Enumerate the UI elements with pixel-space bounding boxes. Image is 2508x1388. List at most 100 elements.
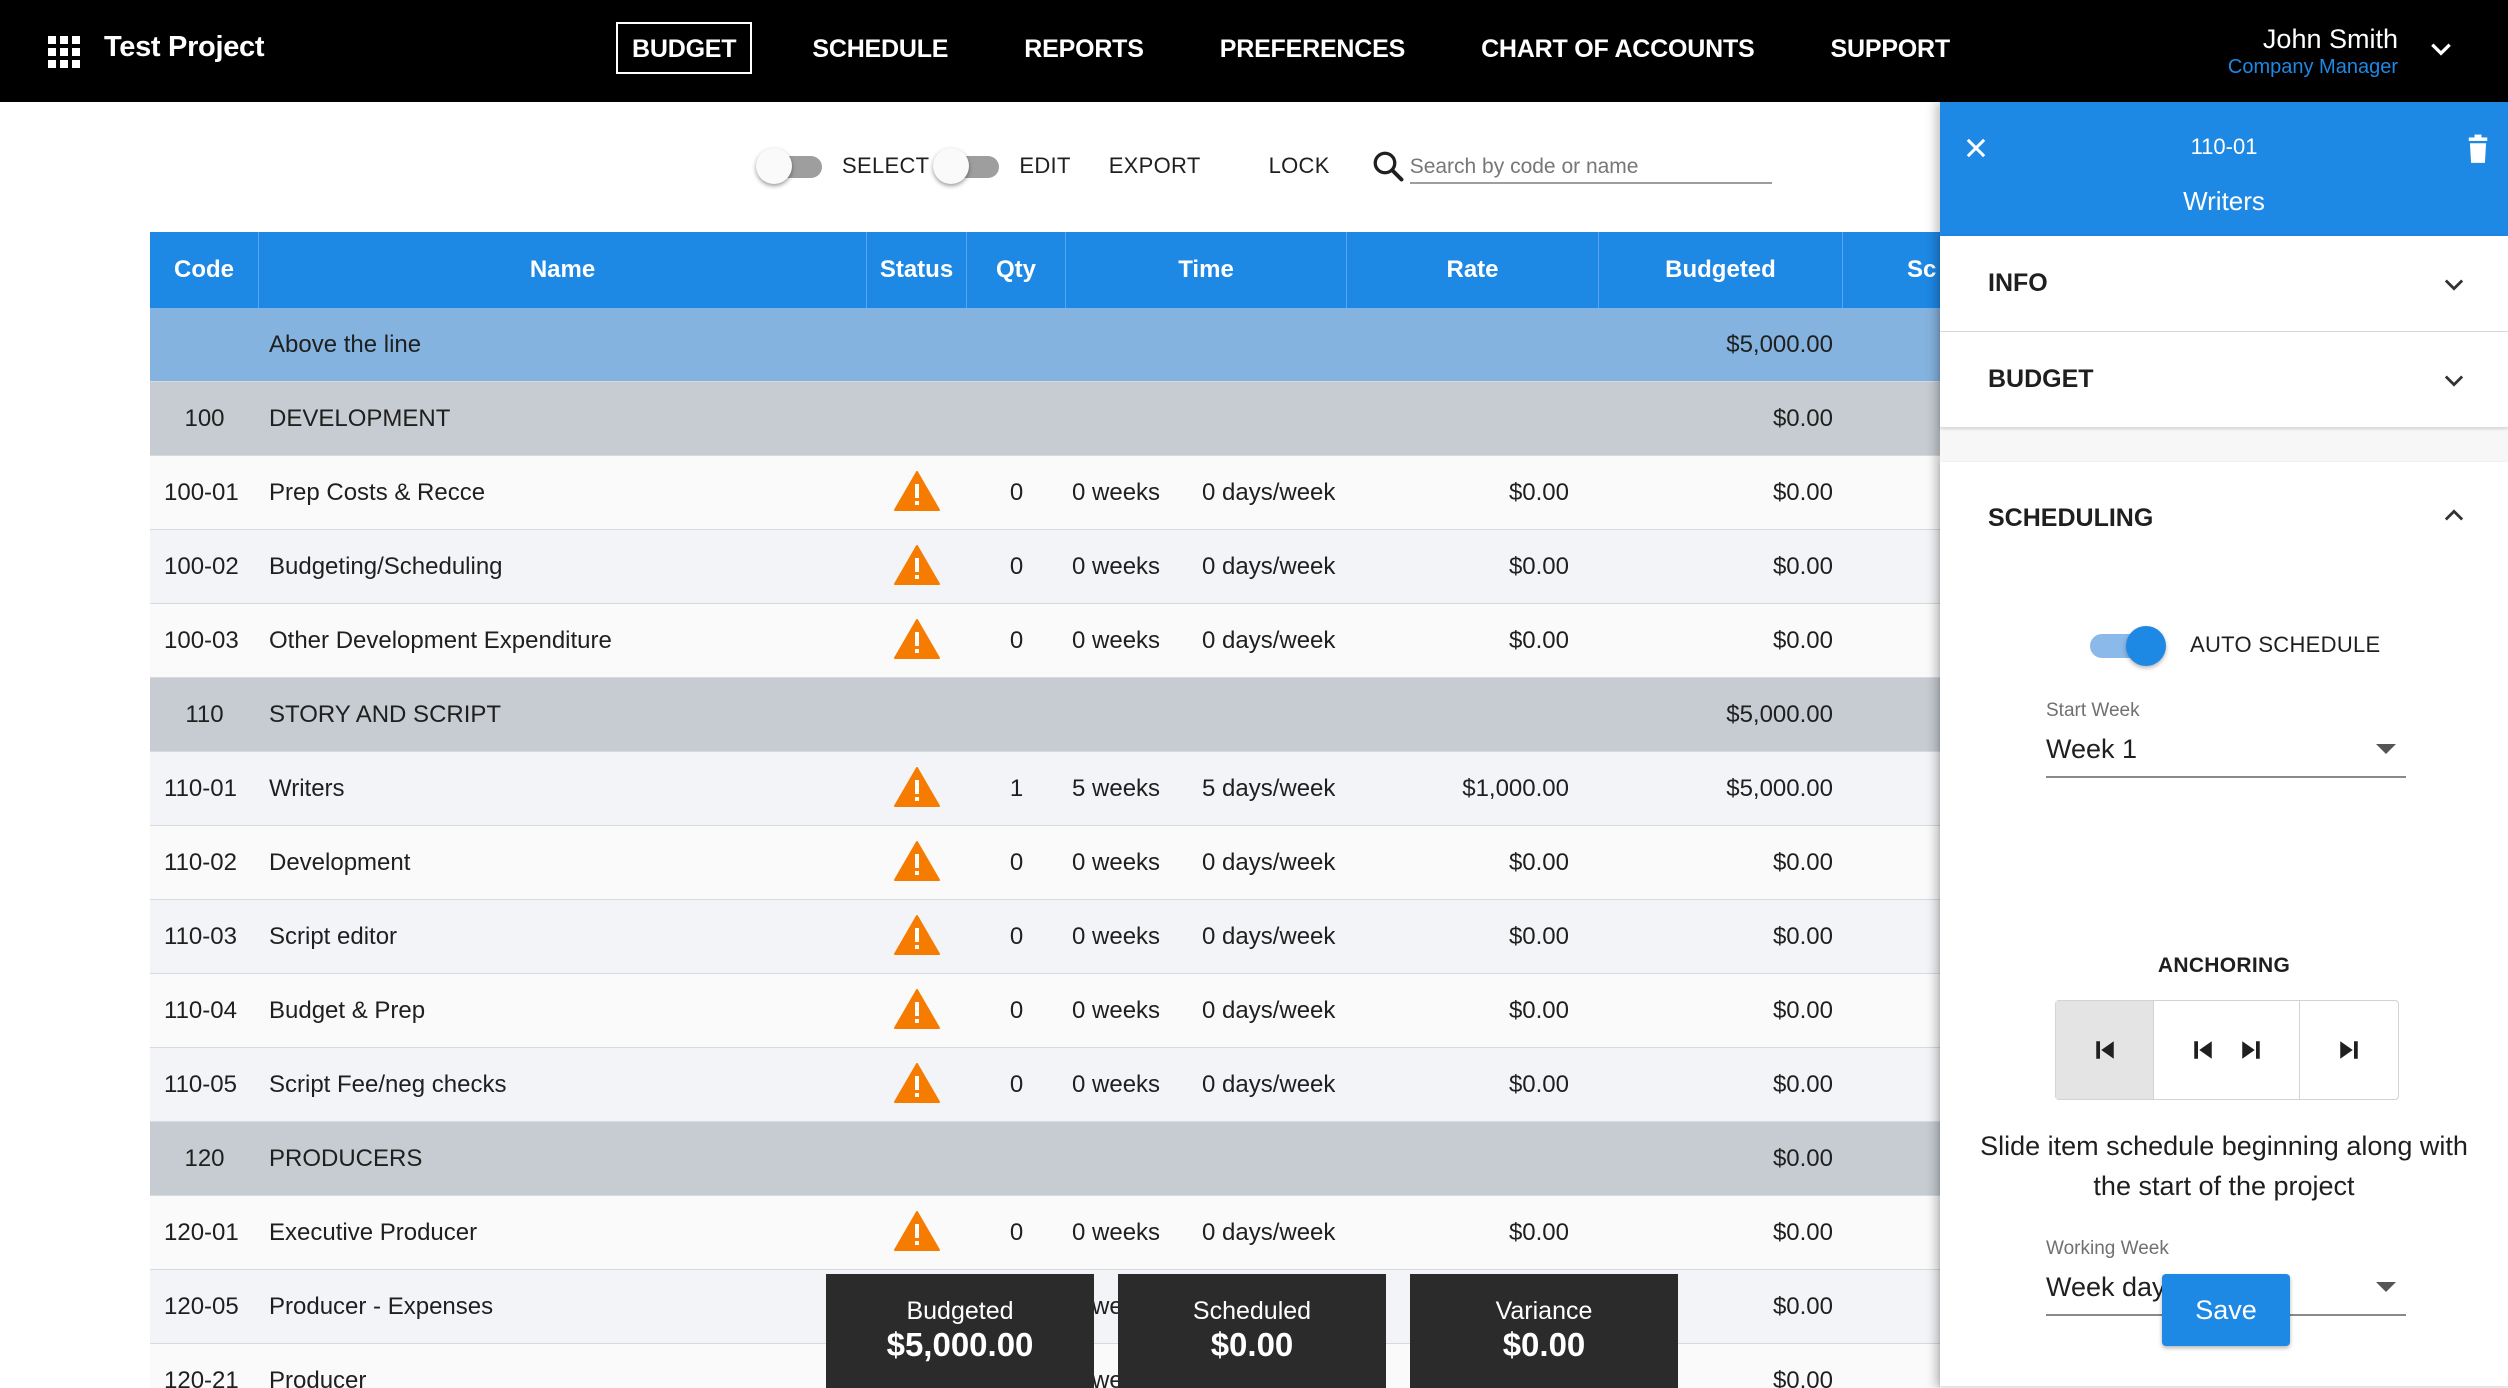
main-nav: BUDGET SCHEDULE REPORTS PREFERENCES CHAR… bbox=[616, 22, 2010, 74]
row-rate: $0.00 bbox=[1508, 553, 1569, 580]
row-qty: 0 bbox=[1009, 1071, 1024, 1098]
warning-icon bbox=[894, 840, 940, 881]
nav-reports[interactable]: REPORTS bbox=[1024, 35, 1144, 63]
save-button[interactable]: Save bbox=[2162, 1274, 2290, 1346]
table-row[interactable]: 110-02 Development 0 0 weeks 0 days/week… bbox=[150, 826, 1940, 900]
warning-icon bbox=[894, 1210, 940, 1251]
chevron-down-icon bbox=[2444, 279, 2464, 291]
row-status bbox=[867, 826, 967, 899]
budget-toolbar: SELECT EDIT EXPORT LOCK bbox=[756, 146, 1772, 186]
anchor-both-button[interactable] bbox=[2154, 1001, 2300, 1099]
row-rate bbox=[1347, 308, 1599, 381]
table-row[interactable]: 120 PRODUCERS $0.00 bbox=[150, 1122, 1940, 1196]
table-header: Code Name Status Qty Time Rate Budgeted … bbox=[150, 232, 1940, 308]
row-time-weeks bbox=[1066, 678, 1182, 751]
col-status[interactable]: Status bbox=[867, 232, 967, 308]
table-row[interactable]: 110 STORY AND SCRIPT $5,000.00 bbox=[150, 678, 1940, 752]
row-time-days: 0 days/week bbox=[1202, 1219, 1336, 1246]
row-time-days bbox=[1182, 382, 1347, 455]
row-code: 110-05 bbox=[164, 1071, 237, 1098]
row-name: Executive Producer bbox=[269, 1219, 478, 1246]
col-rate[interactable]: Rate bbox=[1347, 232, 1599, 308]
warning-icon bbox=[894, 544, 940, 585]
col-code[interactable]: Code bbox=[150, 232, 259, 308]
nav-preferences[interactable]: PREFERENCES bbox=[1219, 35, 1406, 63]
edit-toggle[interactable] bbox=[933, 146, 1005, 186]
row-time-days: 0 days/week bbox=[1202, 553, 1336, 580]
row-name: Producer - Expenses bbox=[269, 1293, 494, 1320]
scheduling-section: SCHEDULING AUTO SCHEDULE Start Week Week… bbox=[1940, 462, 2508, 1386]
row-scheduled bbox=[1843, 1048, 1940, 1121]
scheduling-section-title[interactable]: SCHEDULING bbox=[1988, 504, 2154, 532]
table-row[interactable]: 110-01 Writers 1 5 weeks 5 days/week $1,… bbox=[150, 752, 1940, 826]
nav-support[interactable]: SUPPORT bbox=[1830, 35, 1951, 63]
table-row[interactable]: 100-02 Budgeting/Scheduling 0 0 weeks 0 … bbox=[150, 530, 1940, 604]
chevron-up-icon[interactable] bbox=[2440, 502, 2468, 530]
chevron-down-icon[interactable] bbox=[2428, 36, 2454, 62]
start-week-select[interactable]: Week 1 bbox=[2046, 728, 2406, 778]
row-status bbox=[867, 752, 967, 825]
close-icon[interactable] bbox=[1962, 134, 1990, 162]
export-button[interactable]: EXPORT bbox=[1108, 153, 1201, 178]
anchor-end-button[interactable] bbox=[2300, 1001, 2398, 1099]
row-qty bbox=[967, 678, 1066, 751]
col-time[interactable]: Time bbox=[1066, 232, 1347, 308]
table-row[interactable]: 110-04 Budget & Prep 0 0 weeks 0 days/we… bbox=[150, 974, 1940, 1048]
select-toggle[interactable] bbox=[756, 146, 828, 186]
row-scheduled bbox=[1843, 1344, 1940, 1388]
apps-grid-icon[interactable] bbox=[48, 36, 80, 68]
nav-schedule[interactable]: SCHEDULE bbox=[812, 35, 949, 63]
total-budgeted-value: $5,000.00 bbox=[886, 1326, 1034, 1363]
row-status bbox=[867, 974, 967, 1047]
nav-budget[interactable]: BUDGET bbox=[616, 22, 753, 74]
row-time-weeks bbox=[1066, 382, 1182, 455]
project-title[interactable]: Test Project bbox=[104, 31, 265, 63]
budget-section[interactable]: BUDGET bbox=[1940, 332, 2508, 428]
anchoring-label: ANCHORING bbox=[2157, 954, 2291, 977]
total-scheduled-value: $0.00 bbox=[1210, 1326, 1294, 1363]
row-budgeted: $0.00 bbox=[1772, 1367, 1833, 1388]
row-budgeted: $0.00 bbox=[1772, 479, 1833, 506]
row-time-weeks: 0 weeks bbox=[1072, 1219, 1161, 1246]
row-time-days: 0 days/week bbox=[1202, 479, 1336, 506]
row-code: 120-01 bbox=[164, 1219, 239, 1246]
col-name[interactable]: Name bbox=[259, 232, 867, 308]
info-section[interactable]: INFO bbox=[1940, 236, 2508, 332]
total-scheduled: Scheduled $0.00 bbox=[1118, 1274, 1386, 1388]
col-scheduled[interactable]: Sc bbox=[1907, 256, 1937, 283]
row-status bbox=[867, 604, 967, 677]
table-row[interactable]: 110-03 Script editor 0 0 weeks 0 days/we… bbox=[150, 900, 1940, 974]
row-time-weeks: 0 weeks bbox=[1072, 997, 1161, 1024]
row-code: 120-21 bbox=[164, 1367, 239, 1388]
user-menu[interactable]: John Smith Company Manager bbox=[2228, 22, 2398, 78]
budget-section-title: BUDGET bbox=[1988, 365, 2094, 393]
nav-chart-of-accounts[interactable]: CHART OF ACCOUNTS bbox=[1481, 35, 1755, 63]
search-icon bbox=[1373, 151, 1404, 182]
row-scheduled bbox=[1843, 604, 1940, 677]
table-row[interactable]: 120-01 Executive Producer 0 0 weeks 0 da… bbox=[150, 1196, 1940, 1270]
table-row[interactable]: 100 DEVELOPMENT $0.00 bbox=[150, 382, 1940, 456]
anchor-start-button[interactable] bbox=[2056, 1001, 2154, 1099]
row-time-days bbox=[1182, 308, 1347, 381]
table-row[interactable]: 110-05 Script Fee/neg checks 0 0 weeks 0… bbox=[150, 1048, 1940, 1122]
auto-schedule-toggle[interactable] bbox=[2088, 624, 2166, 666]
table-row[interactable]: 100-01 Prep Costs & Recce 0 0 weeks 0 da… bbox=[150, 456, 1940, 530]
lock-button[interactable]: LOCK bbox=[1268, 153, 1330, 178]
search-input[interactable] bbox=[1409, 148, 1772, 184]
col-qty[interactable]: Qty bbox=[967, 232, 1066, 308]
select-label: SELECT bbox=[842, 153, 930, 178]
user-name: John Smith bbox=[2262, 24, 2398, 54]
table-body: Above the line $5,000.00 100 DEVELOPMENT… bbox=[150, 308, 1940, 1388]
row-name: STORY AND SCRIPT bbox=[269, 701, 502, 728]
row-budgeted: $0.00 bbox=[1772, 923, 1833, 950]
table-row[interactable]: Above the line $5,000.00 bbox=[150, 308, 1940, 382]
table-row[interactable]: 100-03 Other Development Expenditure 0 0… bbox=[150, 604, 1940, 678]
trash-icon[interactable] bbox=[2464, 134, 2492, 164]
panel-item-code: 110-01 bbox=[2190, 134, 2258, 159]
col-budgeted[interactable]: Budgeted bbox=[1599, 232, 1843, 308]
row-code: 110-01 bbox=[164, 775, 237, 802]
row-budgeted: $5,000.00 bbox=[1726, 701, 1833, 728]
working-week-value: Week days bbox=[2046, 1272, 2180, 1302]
row-scheduled bbox=[1843, 1270, 1940, 1343]
warning-icon bbox=[894, 988, 940, 1029]
